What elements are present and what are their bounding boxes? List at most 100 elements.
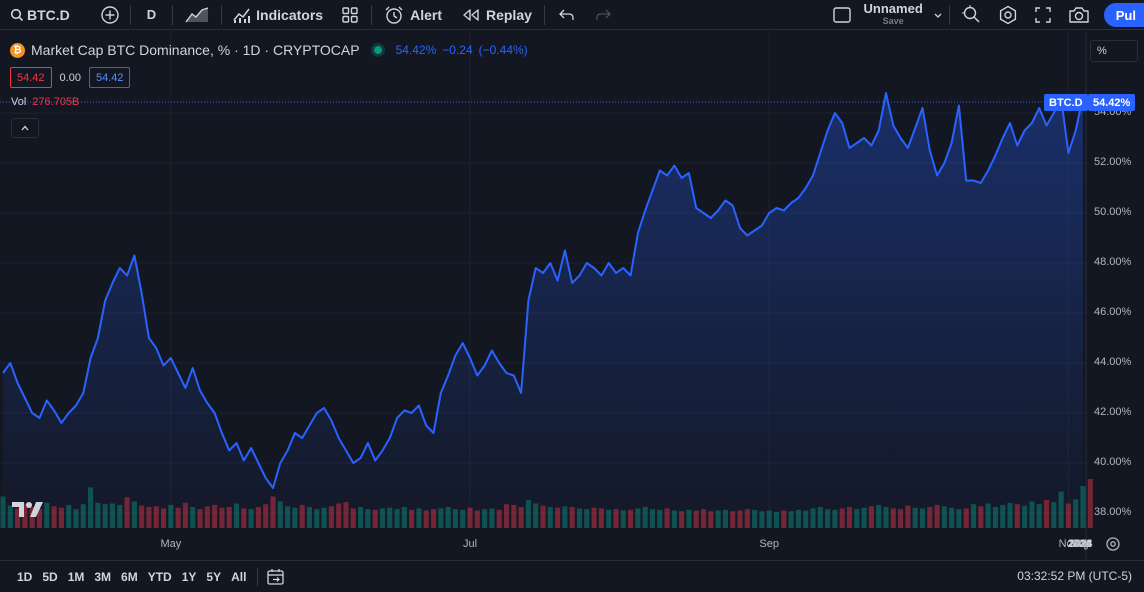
range-button-6m[interactable]: 6M: [121, 569, 138, 584]
market-status-dot-icon[interactable]: [373, 46, 382, 54]
price-axis-label: 46.00%: [1094, 306, 1132, 318]
volume-value: 276.705B: [32, 96, 80, 108]
toolbar-divider: [221, 4, 223, 25]
camera-icon: [1069, 7, 1089, 23]
templates-button[interactable]: [331, 0, 371, 30]
replay-button[interactable]: Replay: [450, 0, 544, 30]
volume-legend: Vol 276.705B: [11, 96, 79, 108]
layout-square-icon: [832, 7, 851, 23]
area-chart-icon: [185, 6, 209, 22]
undo-icon: [558, 9, 574, 20]
volume-label: Vol: [11, 96, 27, 108]
indicators-button[interactable]: Indicators: [222, 0, 331, 30]
price-chart[interactable]: [0, 31, 1144, 559]
range-button-5y[interactable]: 5Y: [206, 569, 222, 584]
time-axis-label: Sep: [1070, 538, 1090, 550]
trade-panel: 54.42 0.00 54.42: [10, 67, 131, 88]
fullscreen-icon: [1035, 7, 1051, 23]
spread-value: 0.00: [59, 71, 81, 84]
date-range-button[interactable]: [266, 568, 286, 586]
price-axis-label: 40.00%: [1094, 456, 1132, 468]
chart-legend: ₿ Market Cap BTC Dominance, % · 1D · CRY…: [10, 42, 534, 58]
bitcoin-icon: ₿: [10, 42, 25, 58]
rewind-icon: [463, 8, 479, 21]
range-button-ytd[interactable]: YTD: [147, 569, 172, 584]
price-axis-label: 38.00%: [1094, 506, 1132, 518]
time-axis-label: Mar: [1070, 538, 1090, 550]
gear-icon: [999, 5, 1016, 25]
quick-search-button[interactable]: [950, 0, 990, 30]
chart-title[interactable]: Market Cap BTC Dominance, % · 1D · CRYPT…: [31, 42, 360, 58]
top-toolbar: BTC.D D Indicators Alert Replay Unnamed: [0, 0, 1144, 30]
toolbar-divider: [172, 4, 174, 25]
symbol-search[interactable]: BTC.D: [0, 0, 78, 30]
settings-button[interactable]: [990, 0, 1026, 30]
price-area-fill: [3, 93, 1083, 528]
zoom-search-icon: [961, 5, 980, 23]
buy-button[interactable]: 54.42: [88, 67, 131, 88]
range-button-5d[interactable]: 5D: [42, 569, 58, 584]
legend-last: 54.42%: [395, 43, 437, 57]
bottom-toolbar: 1D 5D 1M 3M 6M YTD 1Y 5Y All 03:32:52 PM (UTC-5): [0, 560, 1144, 592]
time-axis-label: May: [160, 538, 182, 550]
chart-type-button[interactable]: [173, 0, 221, 30]
price-axis-label: 52.00%: [1094, 156, 1132, 168]
time-axis-label: 2023: [1067, 538, 1093, 550]
grid-icon: [342, 6, 358, 23]
fullscreen-button[interactable]: [1026, 0, 1060, 30]
volume-bar: [1087, 479, 1093, 528]
toolbar-right: Unnamed Save Pul: [832, 0, 1144, 30]
layout-select-button[interactable]: Unnamed Save: [832, 0, 949, 30]
range-buttons: 1D 5D 1M 3M 6M YTD 1Y 5Y All: [0, 570, 251, 584]
alarm-clock-icon: [385, 6, 403, 24]
range-button-1d[interactable]: 1D: [17, 569, 33, 584]
time-axis-label: May: [1069, 538, 1091, 550]
legend-values: 54.42% −0.24 (−0.44%): [396, 43, 534, 57]
symbol-price-badge: BTC.D: [1044, 94, 1088, 111]
indicators-icon: [233, 8, 251, 23]
clock-timezone[interactable]: 03:32:52 PM (UTC-5): [1017, 569, 1132, 583]
axis-settings-button[interactable]: [1104, 535, 1122, 558]
price-axis-label: 42.00%: [1094, 406, 1132, 418]
layout-save-label: Save: [882, 16, 904, 26]
price-axis-label: 44.00%: [1094, 356, 1132, 368]
chevron-down-icon: [934, 13, 942, 18]
range-button-3m[interactable]: 3M: [94, 569, 112, 584]
sell-button[interactable]: 54.42: [10, 67, 52, 88]
price-line: [2, 92, 1084, 489]
gear-icon: [1106, 537, 1120, 551]
indicators-label: Indicators: [256, 6, 324, 23]
interval-button[interactable]: D: [131, 0, 172, 30]
legend-change: −0.24: [442, 43, 473, 57]
tradingview-logo[interactable]: [12, 500, 44, 524]
redo-icon: [596, 9, 611, 20]
replay-label: Replay: [485, 6, 532, 23]
alert-button[interactable]: Alert: [372, 0, 450, 30]
range-button-1m[interactable]: 1M: [67, 569, 85, 584]
last-price-badge: 54.42%: [1088, 94, 1136, 111]
time-axis-label: Jul: [462, 538, 478, 550]
chevron-up-icon: [21, 125, 29, 131]
toolbar-divider: [371, 4, 373, 25]
price-axis-label: 50.00%: [1094, 206, 1132, 218]
toolbar-divider: [948, 5, 950, 25]
alert-label: Alert: [410, 6, 442, 23]
search-icon: [10, 8, 24, 21]
time-axis-label: Jul: [1072, 538, 1088, 550]
toolbar-divider: [543, 4, 545, 25]
layout-name-label: Unnamed: [863, 1, 923, 16]
range-button-all[interactable]: All: [231, 569, 247, 584]
collapse-legend-button[interactable]: [11, 118, 39, 138]
compare-button[interactable]: [78, 0, 130, 30]
time-axis-label: Nov: [1070, 538, 1090, 550]
toolbar-divider: [129, 4, 131, 25]
scale-mode-button[interactable]: %: [1090, 40, 1138, 62]
symbol-label: BTC.D: [27, 6, 70, 23]
snapshot-button[interactable]: [1060, 0, 1098, 30]
price-axis-label: 48.00%: [1094, 256, 1132, 268]
redo-button[interactable]: [585, 0, 621, 30]
publish-button[interactable]: Pul: [1103, 3, 1144, 27]
range-button-1y[interactable]: 1Y: [181, 569, 197, 584]
undo-button[interactable]: [545, 0, 585, 30]
chart-area[interactable]: [0, 31, 1144, 559]
